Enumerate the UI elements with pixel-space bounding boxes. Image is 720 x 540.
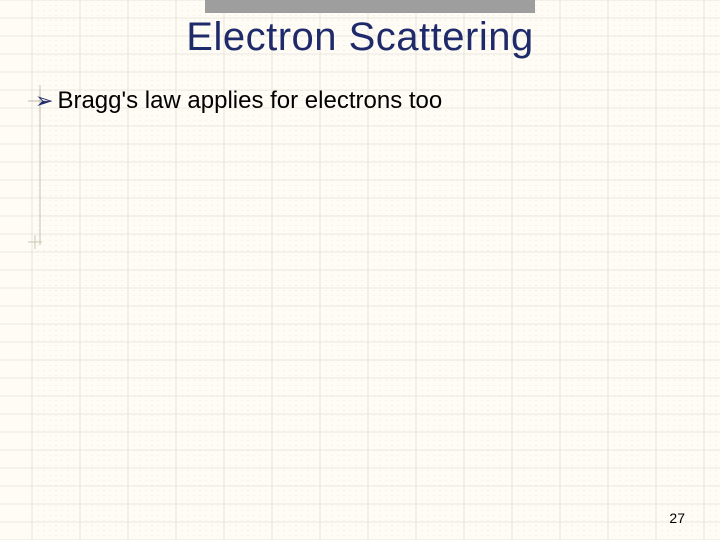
slide-title: Electron Scattering: [0, 15, 720, 60]
top-accent-bar: [205, 0, 535, 13]
bullet-text: Bragg's law applies for electrons too: [57, 87, 442, 115]
bullet-arrow-icon: ➢: [35, 90, 53, 112]
axis-cross-bottom: [28, 235, 42, 249]
slide: Electron Scattering ➢ Bragg's law applie…: [0, 0, 720, 540]
page-number: 27: [669, 510, 685, 526]
background-grid: [0, 0, 720, 540]
bullet-item: ➢ Bragg's law applies for electrons too: [35, 87, 442, 115]
